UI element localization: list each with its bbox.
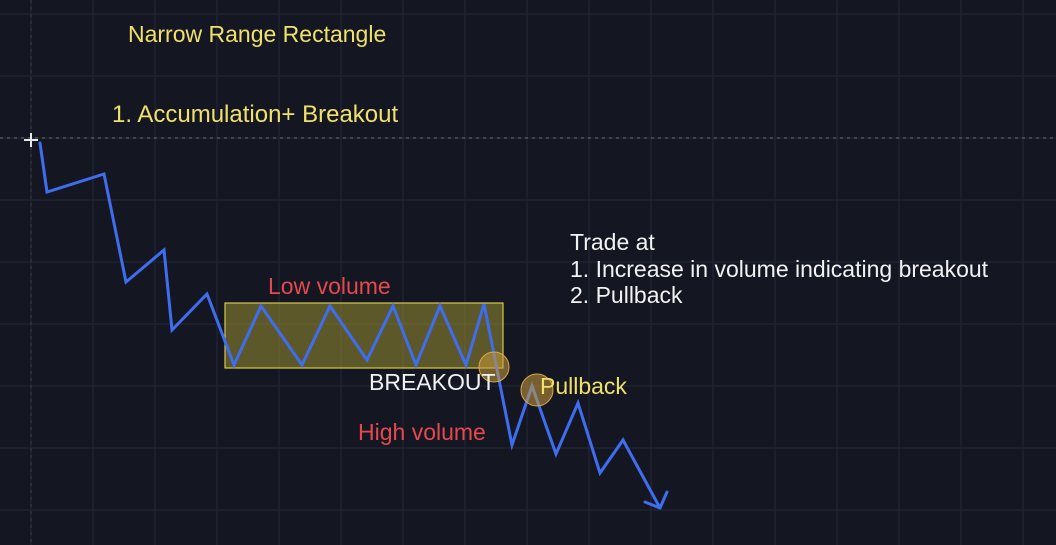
breakout-point-marker: [478, 351, 510, 383]
breakout-label: BREAKOUT: [369, 369, 496, 395]
trade-notes: Trade at 1. Increase in volume indicatin…: [570, 229, 988, 309]
diagram-title: Narrow Range Rectangle: [128, 21, 387, 47]
high-volume-label: High volume: [358, 419, 486, 445]
diagram-subtitle: 1. Accumulation+ Breakout: [112, 101, 399, 128]
trade-note-item: 1. Increase in volume indicating breakou…: [570, 255, 989, 282]
pullback-label: Pullback: [540, 373, 627, 399]
trade-notes-heading: Trade at: [570, 229, 655, 255]
price-path-line: [38, 141, 662, 510]
low-volume-label: Low volume: [268, 273, 391, 299]
pullback-point-marker: [520, 373, 554, 407]
crosshair-cursor-icon: [24, 133, 38, 147]
arrow-head-icon: [643, 490, 669, 510]
trade-note-item: 2. Pullback: [570, 282, 683, 308]
